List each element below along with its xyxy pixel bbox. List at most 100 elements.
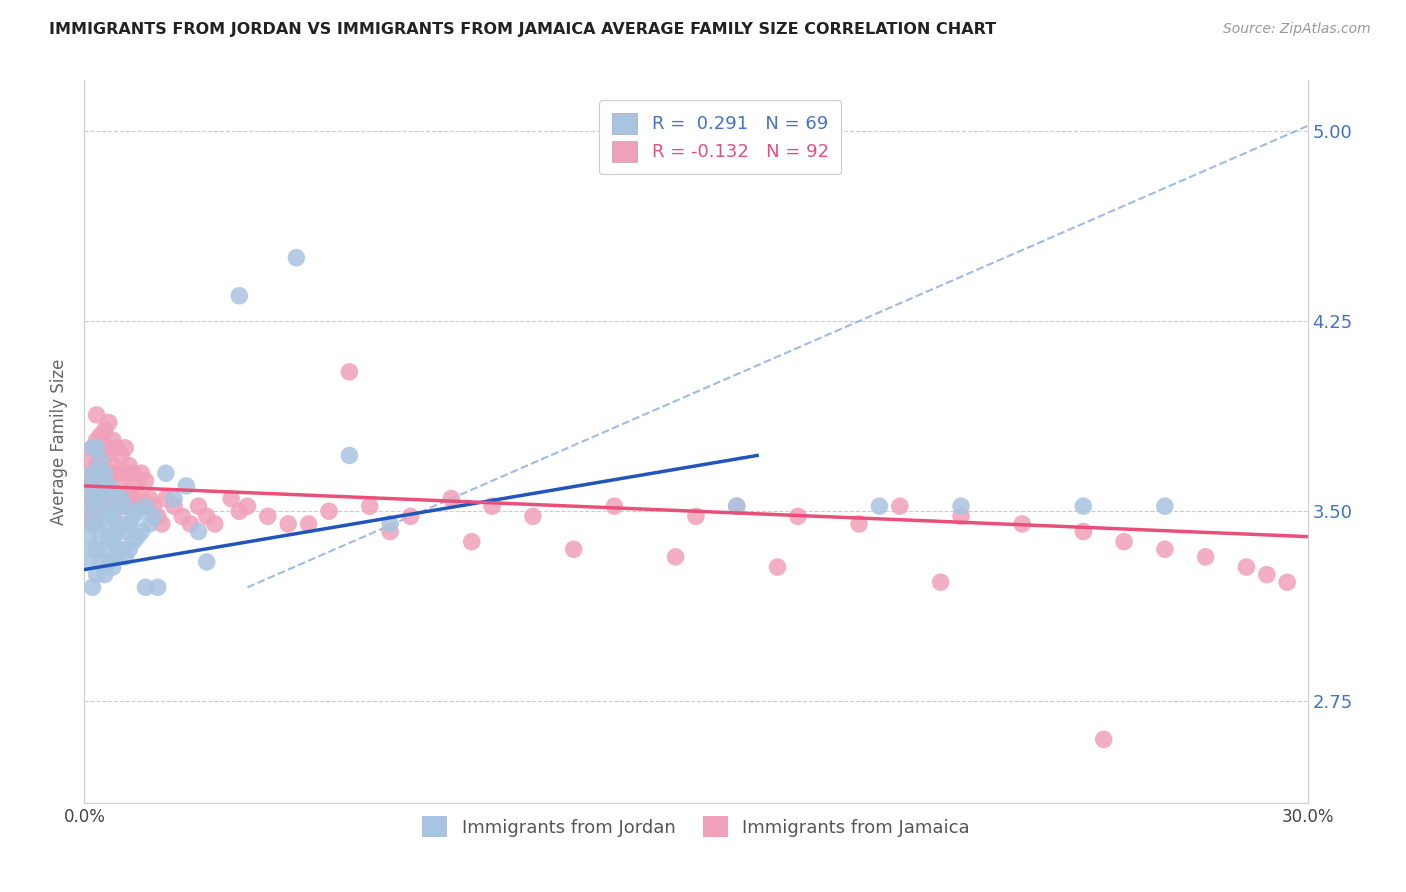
Point	[105, 549, 128, 564]
Point	[90, 453, 112, 467]
Point	[135, 580, 157, 594]
Point	[90, 504, 112, 518]
Point	[277, 516, 299, 531]
Point	[77, 479, 100, 493]
Text: Source: ZipAtlas.com: Source: ZipAtlas.com	[1223, 22, 1371, 37]
Point	[86, 483, 108, 498]
Point	[101, 509, 124, 524]
Point	[93, 491, 115, 506]
Point	[97, 530, 120, 544]
Y-axis label: Average Family Size: Average Family Size	[51, 359, 69, 524]
Point	[93, 423, 115, 437]
Point	[86, 441, 108, 455]
Point	[766, 560, 789, 574]
Point	[105, 467, 128, 481]
Point	[93, 449, 115, 463]
Point	[339, 365, 361, 379]
Point	[889, 499, 911, 513]
Point	[725, 499, 748, 513]
Point	[380, 516, 402, 531]
Point	[122, 491, 145, 506]
Point	[179, 516, 201, 531]
Point	[150, 516, 173, 531]
Point	[93, 542, 115, 557]
Point	[187, 499, 209, 513]
Point	[1195, 549, 1218, 564]
Point	[127, 474, 149, 488]
Point	[101, 534, 124, 549]
Point	[219, 491, 242, 506]
Point	[86, 408, 108, 422]
Point	[118, 542, 141, 557]
Point	[97, 504, 120, 518]
Point	[101, 434, 124, 448]
Point	[82, 580, 104, 594]
Point	[127, 504, 149, 518]
Point	[1073, 499, 1095, 513]
Point	[114, 499, 136, 513]
Point	[82, 467, 104, 481]
Point	[195, 555, 218, 569]
Point	[155, 491, 177, 506]
Point	[461, 534, 484, 549]
Point	[122, 509, 145, 524]
Point	[135, 499, 157, 513]
Point	[101, 483, 124, 498]
Point	[298, 516, 321, 531]
Point	[82, 542, 104, 557]
Point	[105, 441, 128, 455]
Point	[105, 491, 128, 506]
Point	[228, 289, 250, 303]
Point	[174, 479, 197, 493]
Point	[97, 479, 120, 493]
Point	[1277, 575, 1299, 590]
Point	[359, 499, 381, 513]
Point	[665, 549, 688, 564]
Point	[285, 251, 308, 265]
Point	[114, 491, 136, 506]
Point	[86, 542, 108, 557]
Point	[1073, 524, 1095, 539]
Point	[1092, 732, 1115, 747]
Point	[82, 491, 104, 506]
Point	[787, 509, 810, 524]
Point	[93, 499, 115, 513]
Point	[236, 499, 259, 513]
Point	[481, 499, 503, 513]
Point	[380, 524, 402, 539]
Point	[86, 458, 108, 473]
Point	[82, 516, 104, 531]
Point	[90, 479, 112, 493]
Point	[187, 524, 209, 539]
Point	[228, 504, 250, 518]
Point	[82, 467, 104, 481]
Point	[142, 499, 165, 513]
Point	[318, 504, 340, 518]
Point	[725, 499, 748, 513]
Point	[562, 542, 585, 557]
Point	[114, 549, 136, 564]
Point	[131, 467, 153, 481]
Point	[1011, 516, 1033, 531]
Point	[163, 491, 186, 506]
Point	[685, 509, 707, 524]
Point	[1114, 534, 1136, 549]
Point	[110, 474, 132, 488]
Point	[77, 530, 100, 544]
Point	[155, 467, 177, 481]
Point	[90, 504, 112, 518]
Point	[97, 416, 120, 430]
Point	[101, 483, 124, 498]
Point	[101, 560, 124, 574]
Point	[110, 491, 132, 506]
Point	[97, 441, 120, 455]
Point	[138, 491, 160, 506]
Point	[105, 499, 128, 513]
Point	[440, 491, 463, 506]
Point	[142, 509, 165, 524]
Point	[603, 499, 626, 513]
Text: IMMIGRANTS FROM JORDAN VS IMMIGRANTS FROM JAMAICA AVERAGE FAMILY SIZE CORRELATIO: IMMIGRANTS FROM JORDAN VS IMMIGRANTS FRO…	[49, 22, 997, 37]
Point	[135, 499, 157, 513]
Point	[118, 483, 141, 498]
Point	[131, 491, 153, 506]
